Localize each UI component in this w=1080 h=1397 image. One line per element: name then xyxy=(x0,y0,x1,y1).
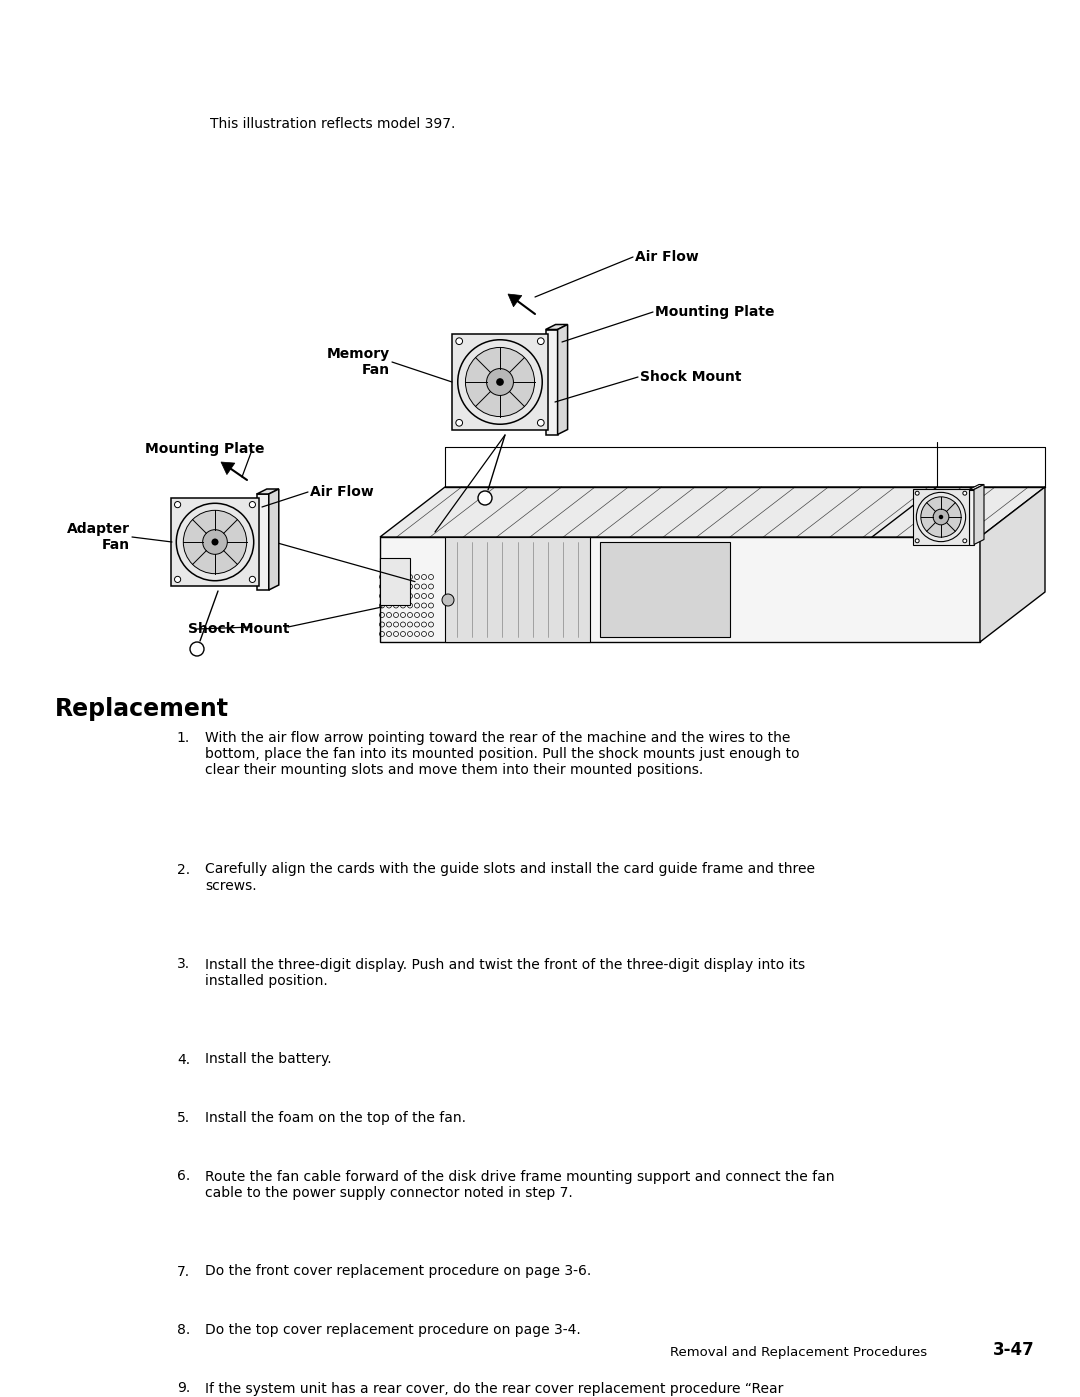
Polygon shape xyxy=(269,489,279,590)
Text: 3-47: 3-47 xyxy=(994,1341,1035,1359)
Circle shape xyxy=(538,338,544,345)
Circle shape xyxy=(203,529,227,555)
Polygon shape xyxy=(969,489,974,545)
Text: 4.: 4. xyxy=(177,1052,190,1066)
Circle shape xyxy=(212,538,218,545)
Circle shape xyxy=(921,497,961,538)
Text: Air Flow: Air Flow xyxy=(635,250,699,264)
Circle shape xyxy=(538,419,544,426)
Text: Replacement: Replacement xyxy=(55,697,229,721)
Circle shape xyxy=(939,514,943,520)
Circle shape xyxy=(487,369,513,395)
Text: Shock Mount: Shock Mount xyxy=(640,370,742,384)
Text: Do the front cover replacement procedure on page 3-6.: Do the front cover replacement procedure… xyxy=(205,1264,591,1278)
Text: Carefully align the cards with the guide slots and install the card guide frame : Carefully align the cards with the guide… xyxy=(205,862,815,893)
Polygon shape xyxy=(913,489,969,545)
Circle shape xyxy=(249,577,256,583)
Circle shape xyxy=(175,577,180,583)
Text: 5.: 5. xyxy=(177,1111,190,1125)
Text: Mounting Plate: Mounting Plate xyxy=(145,441,265,455)
Circle shape xyxy=(915,492,919,495)
Circle shape xyxy=(478,490,492,504)
Circle shape xyxy=(915,539,919,543)
Polygon shape xyxy=(508,293,522,307)
Text: Route the fan cable forward of the disk drive frame mounting support and connect: Route the fan cable forward of the disk … xyxy=(205,1169,835,1200)
Circle shape xyxy=(175,502,180,507)
Circle shape xyxy=(456,338,462,345)
Circle shape xyxy=(442,594,454,606)
Circle shape xyxy=(963,539,967,543)
Text: 1.: 1. xyxy=(177,731,190,745)
Polygon shape xyxy=(557,324,568,434)
Text: Install the three-digit display. Push and twist the front of the three-digit dis: Install the three-digit display. Push an… xyxy=(205,957,805,988)
Polygon shape xyxy=(380,488,1045,536)
Text: Install the foam on the top of the fan.: Install the foam on the top of the fan. xyxy=(205,1111,465,1125)
Polygon shape xyxy=(257,489,279,495)
Text: Removal and Replacement Procedures: Removal and Replacement Procedures xyxy=(670,1345,927,1359)
Polygon shape xyxy=(600,542,730,637)
Polygon shape xyxy=(171,497,259,585)
Polygon shape xyxy=(380,557,410,605)
Circle shape xyxy=(456,419,462,426)
Text: 9.: 9. xyxy=(177,1382,190,1396)
Text: With the air flow arrow pointing toward the rear of the machine and the wires to: With the air flow arrow pointing toward … xyxy=(205,731,799,777)
Polygon shape xyxy=(453,334,548,430)
Text: 8.: 8. xyxy=(177,1323,190,1337)
Text: 2.: 2. xyxy=(177,862,190,876)
Circle shape xyxy=(933,509,949,525)
Polygon shape xyxy=(445,536,590,643)
Circle shape xyxy=(963,492,967,495)
Text: Air Flow: Air Flow xyxy=(310,485,374,499)
Polygon shape xyxy=(545,330,557,434)
Polygon shape xyxy=(545,324,568,330)
Polygon shape xyxy=(969,485,984,489)
Text: If the system unit has a rear cover, do the rear cover replacement procedure “Re: If the system unit has a rear cover, do … xyxy=(205,1382,783,1397)
Text: Shock Mount: Shock Mount xyxy=(188,622,289,636)
Text: 3.: 3. xyxy=(177,957,190,971)
Text: Install the battery.: Install the battery. xyxy=(205,1052,332,1066)
Circle shape xyxy=(190,643,204,657)
Text: 7.: 7. xyxy=(177,1264,190,1278)
Circle shape xyxy=(465,348,535,416)
Text: 6.: 6. xyxy=(177,1169,190,1183)
Polygon shape xyxy=(257,495,269,590)
Text: Do the top cover replacement procedure on page 3-4.: Do the top cover replacement procedure o… xyxy=(205,1323,581,1337)
Text: Adapter
Fan: Adapter Fan xyxy=(67,522,130,552)
Text: This illustration reflects model 397.: This illustration reflects model 397. xyxy=(210,117,456,131)
Circle shape xyxy=(184,510,246,574)
Polygon shape xyxy=(221,462,234,475)
Text: Memory
Fan: Memory Fan xyxy=(327,346,390,377)
Polygon shape xyxy=(974,485,984,545)
Polygon shape xyxy=(980,488,1045,643)
Text: Mounting Plate: Mounting Plate xyxy=(654,305,774,319)
Circle shape xyxy=(249,502,256,507)
Circle shape xyxy=(496,379,504,386)
Polygon shape xyxy=(380,536,980,643)
